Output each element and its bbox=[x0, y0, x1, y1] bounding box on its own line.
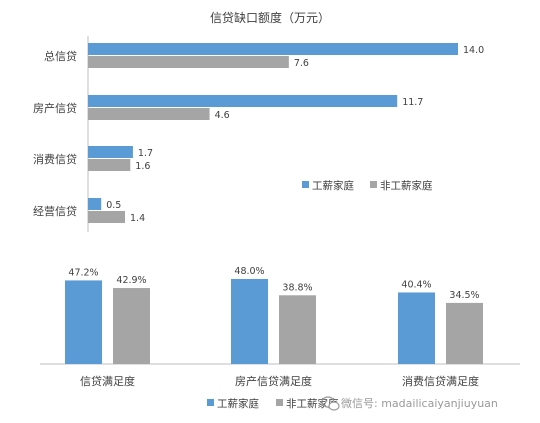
category-labels: 信贷满足度 房产信贷满足度 消费信贷满足度 bbox=[80, 374, 479, 388]
data-label: 7.6 bbox=[294, 58, 309, 69]
category-label: 经营信贷 bbox=[33, 204, 77, 218]
legend-label-wage: 工薪家庭 bbox=[217, 397, 259, 410]
category-label: 消费信贷 bbox=[33, 152, 77, 166]
data-label: 1.7 bbox=[138, 148, 153, 159]
chart-title: 信贷缺口额度（万元） bbox=[210, 10, 330, 25]
wechat-icon bbox=[321, 396, 340, 411]
data-label: 4.6 bbox=[215, 110, 230, 121]
bar-non-wage bbox=[88, 211, 125, 223]
bar-non-wage bbox=[446, 302, 483, 364]
legend: 工薪家庭 非工薪家庭 bbox=[207, 397, 339, 410]
data-label: 47.2% bbox=[68, 267, 98, 278]
bar-non-wage bbox=[88, 108, 210, 120]
data-label: 34.5% bbox=[449, 290, 479, 301]
category-label: 消费信贷满足度 bbox=[402, 374, 479, 388]
bar-wage bbox=[88, 43, 458, 55]
data-label: 40.4% bbox=[401, 279, 431, 290]
watermark: 微信号: madailicaiyanjiuyuan bbox=[321, 396, 498, 411]
data-label: 11.7 bbox=[402, 97, 423, 108]
legend-swatch-wage bbox=[302, 181, 309, 188]
data-label: 38.8% bbox=[282, 282, 312, 293]
category-label: 信贷满足度 bbox=[80, 374, 135, 388]
category-label: 总信贷 bbox=[44, 49, 77, 63]
bar-non-wage bbox=[113, 288, 150, 364]
legend-swatch-wage bbox=[207, 399, 214, 406]
data-label: 1.4 bbox=[130, 213, 145, 224]
bar-wage bbox=[88, 198, 102, 210]
data-label: 0.5 bbox=[106, 200, 121, 211]
credit-satisfaction-chart: 47.2% 42.9% 48.0% 38.8% 40.4% 34.5% 信贷满足度 房产信贷… bbox=[40, 266, 520, 410]
legend-label-wage: 工薪家庭 bbox=[312, 179, 354, 192]
data-label: 48.0% bbox=[234, 266, 264, 277]
category-label: 房产信贷满足度 bbox=[235, 374, 312, 388]
bars: 14.0 7.6 11.7 4.6 1.7 1.6 0.5 1.4 bbox=[88, 43, 484, 224]
bar-wage bbox=[88, 146, 133, 158]
bar-wage bbox=[88, 95, 398, 107]
bar-wage bbox=[231, 279, 268, 364]
legend-label-non-wage: 非工薪家庭 bbox=[380, 179, 433, 192]
legend-swatch-non-wage bbox=[370, 181, 377, 188]
watermark-text: 微信号: madailicaiyanjiuyuan bbox=[341, 396, 498, 410]
data-label: 14.0 bbox=[463, 45, 484, 56]
legend: 工薪家庭 非工薪家庭 bbox=[302, 179, 433, 192]
legend-swatch-non-wage bbox=[276, 399, 283, 406]
data-label: 1.6 bbox=[135, 161, 150, 172]
data-label: 42.9% bbox=[116, 275, 146, 286]
bar-non-wage bbox=[88, 56, 289, 68]
bar-wage bbox=[398, 292, 435, 364]
bar-non-wage bbox=[279, 295, 316, 364]
category-label: 房产信贷 bbox=[33, 101, 77, 115]
bar-non-wage bbox=[88, 159, 131, 171]
bars: 47.2% 42.9% 48.0% 38.8% 40.4% 34.5% bbox=[65, 266, 483, 364]
bar-wage bbox=[65, 280, 102, 364]
